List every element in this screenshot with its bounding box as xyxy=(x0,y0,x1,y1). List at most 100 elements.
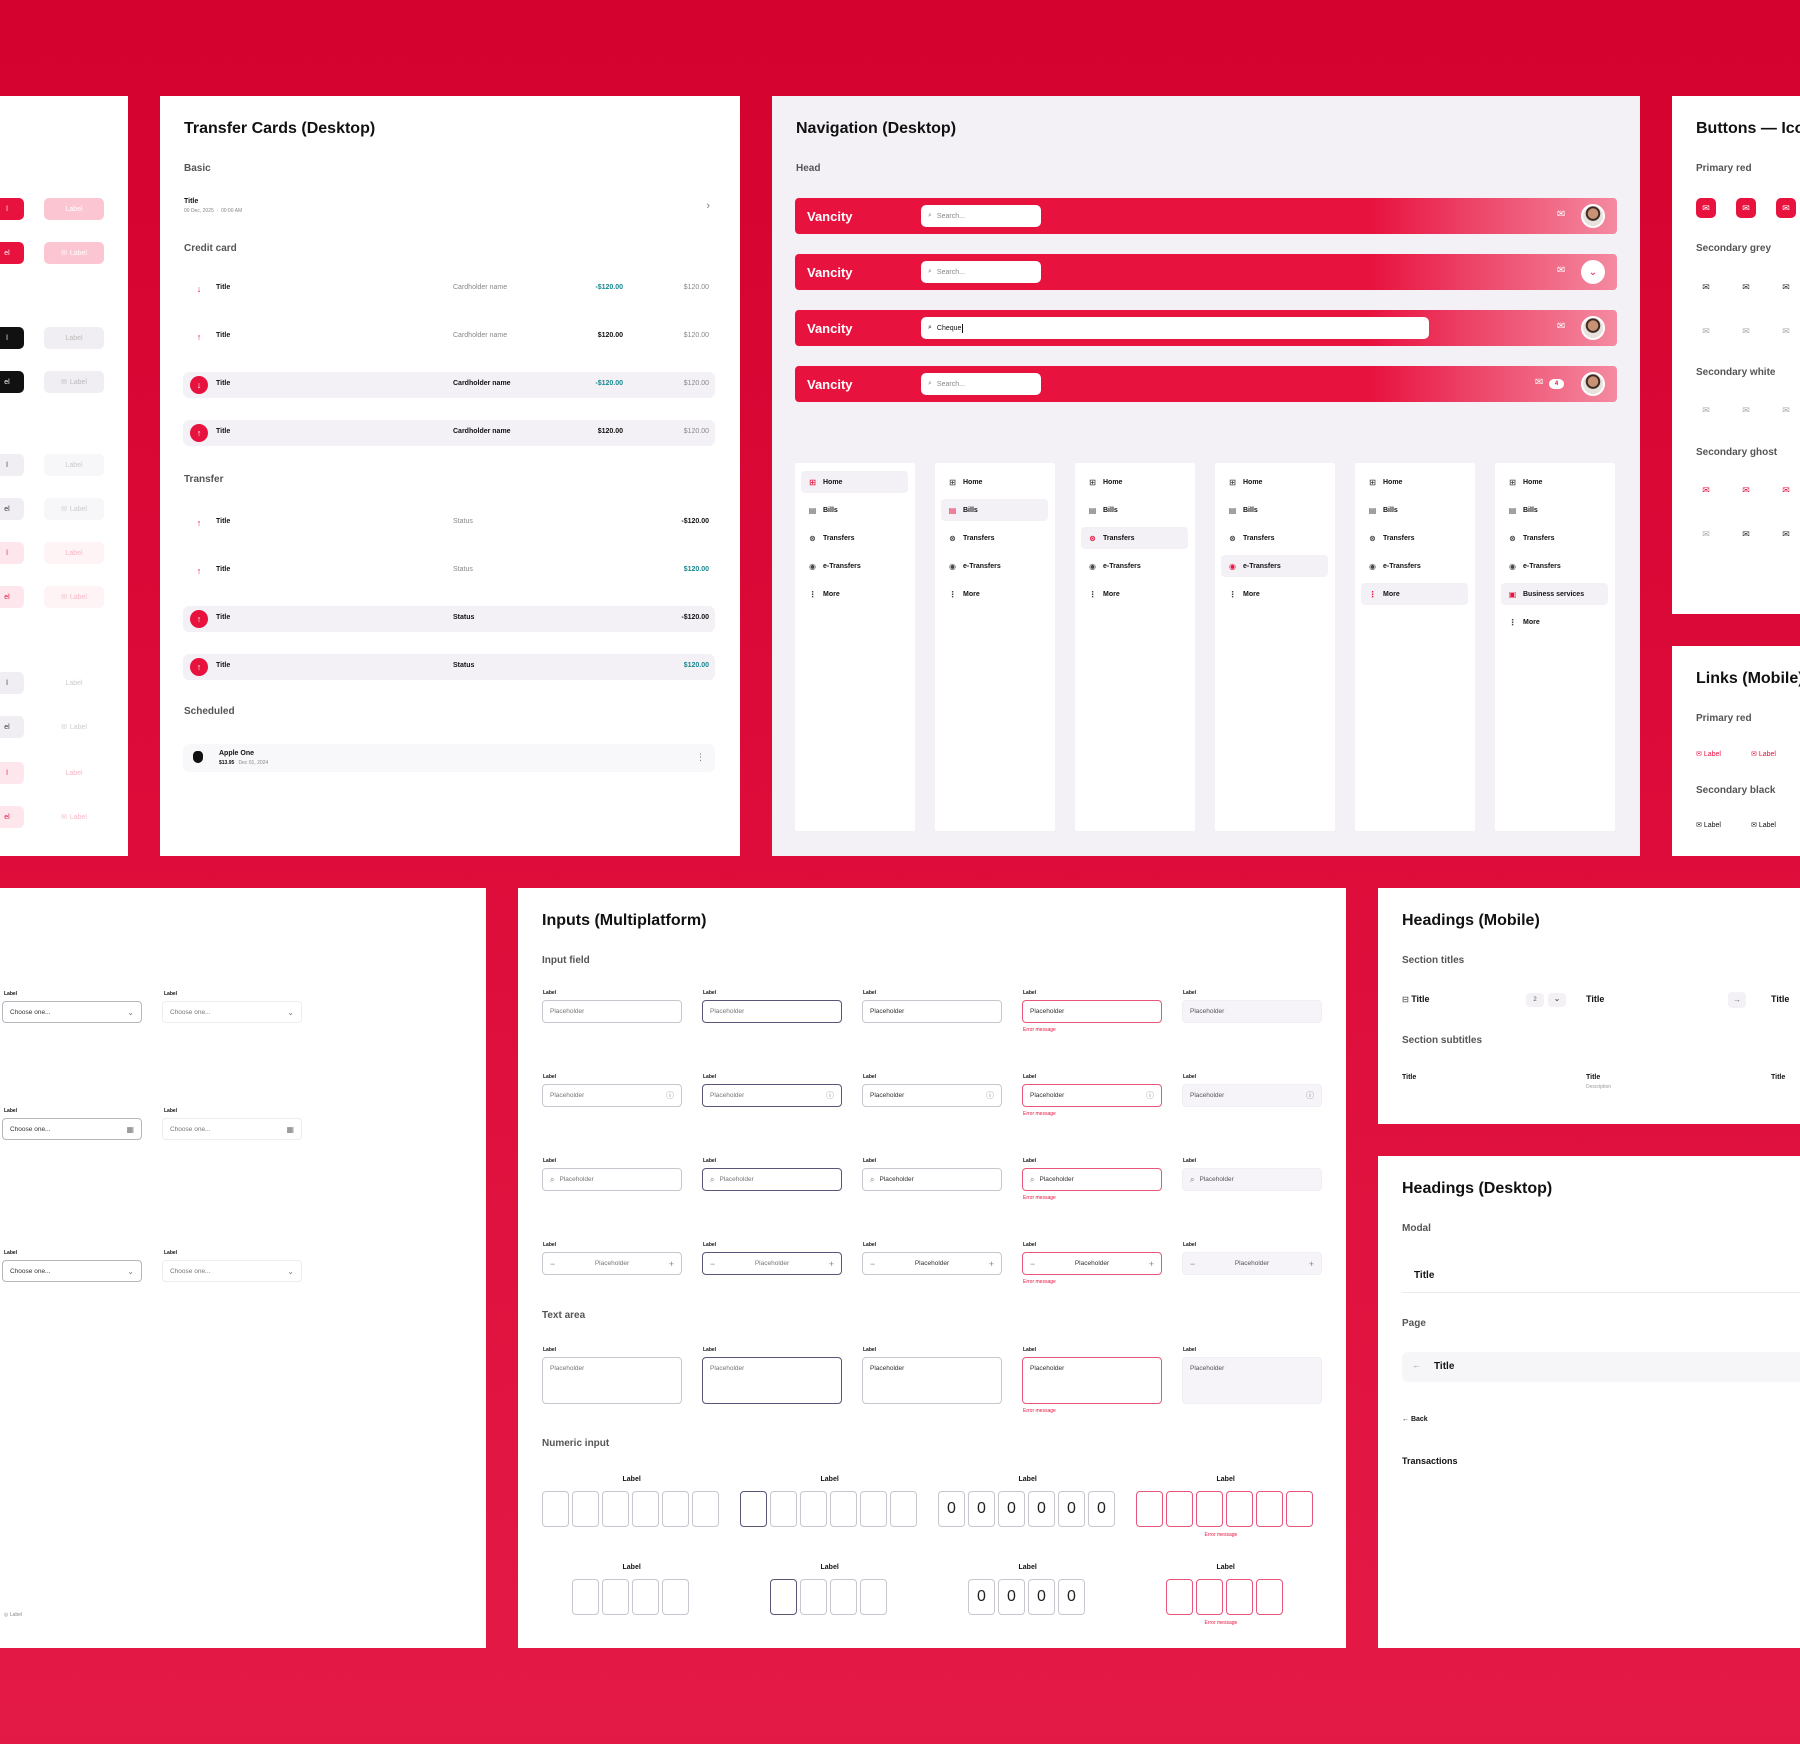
ghost-button-disabled[interactable]: Label xyxy=(65,679,83,687)
nav-item-home[interactable]: ⊞ Home xyxy=(1081,471,1188,493)
digit-box[interactable]: 0 xyxy=(1058,1491,1085,1527)
mail-icon[interactable]: ✉ xyxy=(1557,321,1566,332)
digit-box[interactable] xyxy=(830,1491,857,1527)
info-icon[interactable]: ⓘ xyxy=(1306,1091,1314,1100)
search-input[interactable]: ⌕ Placeholder xyxy=(1182,1168,1322,1191)
digit-box[interactable]: 0 xyxy=(968,1491,995,1527)
nav-item-bills[interactable]: ▤ Bills xyxy=(1361,499,1468,521)
primary-button-disabled[interactable]: Label xyxy=(44,198,104,220)
nav-item-home[interactable]: ⊞ Home xyxy=(801,471,908,493)
avatar[interactable] xyxy=(1581,204,1605,228)
plus-icon[interactable]: + xyxy=(1308,1258,1314,1269)
nav-item-e-transfers[interactable]: ◉ e-Transfers xyxy=(801,555,908,577)
nav-item-home[interactable]: ⊞ Home xyxy=(941,471,1048,493)
nav-item-home[interactable]: ⊞ Home xyxy=(1221,471,1328,493)
credit-card-row[interactable]: ↑ Title Cardholder name $120.00 $120.00 xyxy=(183,324,715,350)
primary-icon-button[interactable]: el xyxy=(0,242,24,264)
mail-icon-button[interactable]: ✉ xyxy=(1702,484,1710,495)
nav-item-e-transfers[interactable]: ◉ e-Transfers xyxy=(1501,555,1608,577)
link-primary-red[interactable]: ✉ Label xyxy=(1696,751,1721,758)
arrow-right-icon[interactable]: → xyxy=(1728,992,1746,1008)
nav-item-more[interactable]: ⋮ More xyxy=(1361,583,1468,605)
mail-icon-button-disabled[interactable]: ✉ xyxy=(1742,325,1750,336)
digit-box[interactable] xyxy=(602,1579,629,1615)
nav-item-more[interactable]: ⋮ More xyxy=(1501,611,1608,633)
credit-card-row[interactable]: ↑ Title Cardholder name $120.00 $120.00 xyxy=(183,420,715,446)
search-input[interactable]: ⌕ Placeholder xyxy=(862,1168,1002,1191)
nav-item-business-services[interactable]: ▣ Business services xyxy=(1501,583,1608,605)
digit-box[interactable] xyxy=(602,1491,629,1527)
stepper-input[interactable]: − Placeholder + xyxy=(702,1252,842,1275)
plus-icon[interactable]: + xyxy=(988,1258,994,1269)
stepper-input[interactable]: − Placeholder + xyxy=(862,1252,1002,1275)
text-input[interactable]: Placeholder xyxy=(1182,1000,1322,1023)
digit-box[interactable] xyxy=(572,1491,599,1527)
mail-icon[interactable]: ✉ xyxy=(1535,377,1544,388)
brand-logo[interactable]: Vancity xyxy=(807,321,853,336)
digit-box[interactable] xyxy=(800,1579,827,1615)
select-dropdown[interactable]: Choose one... ⌄ xyxy=(2,1260,142,1282)
text-area[interactable]: Placeholder xyxy=(542,1357,682,1404)
mail-icon-button[interactable]: ✉ xyxy=(1742,404,1750,415)
mail-icon-button[interactable]: ✉ xyxy=(1776,198,1796,218)
search-input[interactable]: ⌕ Placeholder xyxy=(542,1168,682,1191)
scheduled-card[interactable]: Apple One $13.95 Dec 01, 2024 ⋮ xyxy=(183,744,715,772)
link-primary-red[interactable]: ✉ Label xyxy=(1751,751,1776,758)
digit-box[interactable] xyxy=(1196,1579,1223,1615)
nav-item-bills[interactable]: ▤ Bills xyxy=(1221,499,1328,521)
digit-box[interactable] xyxy=(542,1491,569,1527)
digit-box[interactable]: 0 xyxy=(1028,1491,1055,1527)
transfer-row[interactable]: ↑ Title Status -$120.00 xyxy=(183,510,715,536)
text-area[interactable]: Placeholder xyxy=(702,1357,842,1404)
credit-card-row[interactable]: ↓ Title Cardholder name -$120.00 $120.00 xyxy=(183,372,715,398)
digit-box[interactable] xyxy=(662,1491,689,1527)
digit-box[interactable]: 0 xyxy=(1088,1491,1115,1527)
digit-box[interactable] xyxy=(770,1579,797,1615)
digit-box[interactable] xyxy=(770,1491,797,1527)
pink-icon-button[interactable]: el xyxy=(0,586,24,608)
link-secondary-black[interactable]: ✉ Label xyxy=(1696,822,1721,829)
mail-icon-button[interactable]: ✉ xyxy=(1702,528,1710,539)
minus-icon[interactable]: − xyxy=(1190,1258,1196,1269)
mail-icon-button-disabled[interactable]: ✉ xyxy=(1702,325,1710,336)
mail-icon[interactable]: ✉ xyxy=(1557,209,1566,220)
pink-icon-button-disabled[interactable]: ✉ Label xyxy=(44,586,104,608)
minus-icon[interactable]: − xyxy=(550,1258,556,1269)
text-input[interactable]: Placeholder ⓘ xyxy=(702,1084,842,1107)
ghost-red-button[interactable]: l xyxy=(0,762,24,784)
transfer-row[interactable]: ↑ Title Status $120.00 xyxy=(183,654,715,680)
plus-icon[interactable]: + xyxy=(1148,1258,1154,1269)
grey-icon-button-disabled[interactable]: ✉ Label xyxy=(44,498,104,520)
digit-box[interactable] xyxy=(662,1579,689,1615)
basic-card[interactable]: Title 00 Dec, 2025 · 00:00 AM › xyxy=(184,198,716,220)
search-input[interactable]: ⌕ Search... xyxy=(921,205,1041,227)
mail-icon-button[interactable]: ✉ xyxy=(1782,281,1790,292)
pink-button[interactable]: l xyxy=(0,542,24,564)
select-dropdown-disabled[interactable]: Choose one... ⌄ xyxy=(162,1260,302,1282)
mail-icon-button[interactable]: ✉ xyxy=(1702,281,1710,292)
black-button[interactable]: l xyxy=(0,327,24,349)
more-vertical-icon[interactable]: ⋮ xyxy=(696,752,705,762)
digit-box[interactable]: 0 xyxy=(1028,1579,1055,1615)
digit-box[interactable] xyxy=(830,1579,857,1615)
info-icon[interactable]: ⓘ xyxy=(986,1091,994,1100)
search-input[interactable]: ⌕ Search... xyxy=(921,261,1041,283)
ghost-red-button-disabled[interactable]: Label xyxy=(65,769,83,777)
nav-item-e-transfers[interactable]: ◉ e-Transfers xyxy=(1221,555,1328,577)
text-input[interactable]: Placeholder xyxy=(862,1000,1002,1023)
back-link[interactable]: ← Back xyxy=(1402,1416,1428,1423)
avatar[interactable] xyxy=(1581,372,1605,396)
digit-box[interactable] xyxy=(1226,1491,1253,1527)
text-input[interactable]: Placeholder xyxy=(702,1000,842,1023)
nav-item-e-transfers[interactable]: ◉ e-Transfers xyxy=(941,555,1048,577)
mail-icon-button[interactable]: ✉ xyxy=(1696,198,1716,218)
digit-box[interactable] xyxy=(740,1491,767,1527)
nav-item-transfers[interactable]: ⊗ Transfers xyxy=(1361,527,1468,549)
ghost-red-icon-button-disabled[interactable]: ✉ Label xyxy=(60,813,87,822)
digit-box[interactable] xyxy=(800,1491,827,1527)
digit-box[interactable]: 0 xyxy=(1058,1579,1085,1615)
ghost-icon-button-disabled[interactable]: ✉ Label xyxy=(60,723,87,732)
search-input-active[interactable]: ⌕ Cheque xyxy=(921,317,1429,339)
nav-item-more[interactable]: ⋮ More xyxy=(941,583,1048,605)
text-area[interactable]: Placeholder xyxy=(1182,1357,1322,1404)
